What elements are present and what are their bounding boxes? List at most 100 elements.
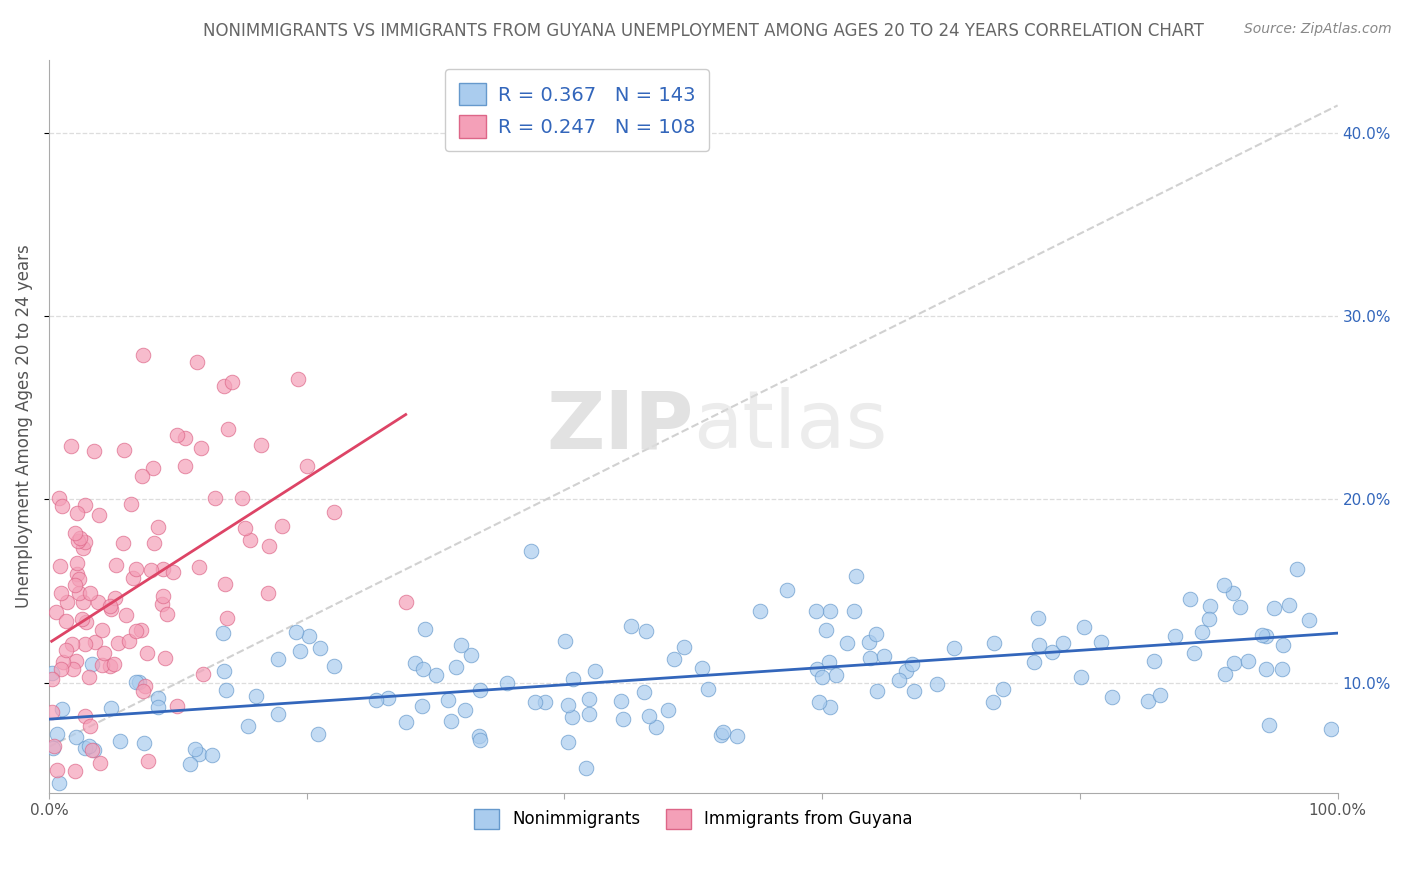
Point [710, 728, 733, 742]
Point [1263, 601, 1285, 615]
Point [48, 491, 70, 505]
Point [557, 698, 579, 712]
Point [67, 572, 90, 586]
Point [146, 700, 169, 714]
Point [413, 622, 436, 636]
Point [139, 563, 162, 577]
Point [79, 585, 101, 599]
Point [56, 595, 79, 609]
Point [82, 743, 104, 757]
Point [118, 634, 141, 648]
Point [53, 859, 76, 873]
Point [1073, 620, 1095, 634]
Point [298, 628, 321, 642]
Point [221, 376, 243, 390]
Point [73, 534, 96, 549]
Point [212, 378, 235, 392]
Point [288, 644, 311, 658]
Point [804, 604, 827, 618]
Point [377, 690, 399, 705]
Point [239, 533, 262, 548]
Point [77, 739, 100, 753]
Point [184, 741, 207, 756]
Point [395, 714, 418, 729]
Point [60, 637, 83, 651]
Point [657, 703, 679, 717]
Point [49, 559, 72, 574]
Point [122, 571, 145, 585]
Point [49, 585, 72, 599]
Point [1178, 592, 1201, 607]
Point [1271, 662, 1294, 676]
Point [166, 699, 188, 714]
Point [41, 665, 63, 680]
Point [557, 734, 579, 748]
Point [943, 640, 966, 655]
Point [1028, 638, 1050, 652]
Point [1213, 666, 1236, 681]
Point [69, 531, 91, 545]
Point [837, 636, 859, 650]
Point [45, 763, 67, 777]
Point [73, 741, 96, 756]
Point [162, 565, 184, 579]
Point [1257, 718, 1279, 732]
Point [818, 604, 841, 618]
Point [364, 693, 387, 707]
Point [56, 803, 79, 817]
Point [1070, 670, 1092, 684]
Point [214, 577, 236, 591]
Point [215, 682, 238, 697]
Point [104, 558, 127, 572]
Point [84, 635, 107, 649]
Point [664, 652, 686, 666]
Point [1256, 629, 1278, 643]
Point [672, 640, 695, 654]
Point [201, 747, 224, 762]
Point [1191, 624, 1213, 639]
Point [806, 662, 828, 676]
Point [129, 623, 152, 637]
Point [1164, 629, 1187, 643]
Point [690, 661, 713, 675]
Point [460, 648, 482, 663]
Point [866, 684, 889, 698]
Point [233, 521, 256, 535]
Point [859, 650, 882, 665]
Point [75, 615, 97, 630]
Point [1237, 654, 1260, 668]
Point [1090, 635, 1112, 649]
Point [583, 664, 606, 678]
Point [634, 624, 657, 639]
Point [93, 646, 115, 660]
Point [142, 461, 165, 475]
Point [231, 491, 253, 506]
Point [136, 754, 159, 768]
Point [98, 599, 121, 613]
Point [212, 625, 235, 640]
Point [440, 714, 463, 728]
Point [287, 372, 309, 386]
Point [1101, 690, 1123, 705]
Point [191, 666, 214, 681]
Point [1212, 578, 1234, 592]
Point [249, 438, 271, 452]
Point [187, 747, 209, 762]
Point [83, 743, 105, 757]
Point [104, 591, 127, 606]
Point [152, 562, 174, 576]
Point [236, 719, 259, 733]
Point [1298, 614, 1320, 628]
Point [1198, 612, 1220, 626]
Point [825, 668, 848, 682]
Point [470, 683, 492, 698]
Point [212, 665, 235, 679]
Point [55, 642, 77, 657]
Point [468, 729, 491, 743]
Point [519, 544, 541, 558]
Point [981, 695, 1004, 709]
Point [534, 695, 557, 709]
Point [619, 618, 641, 632]
Point [1024, 655, 1046, 669]
Point [425, 667, 447, 681]
